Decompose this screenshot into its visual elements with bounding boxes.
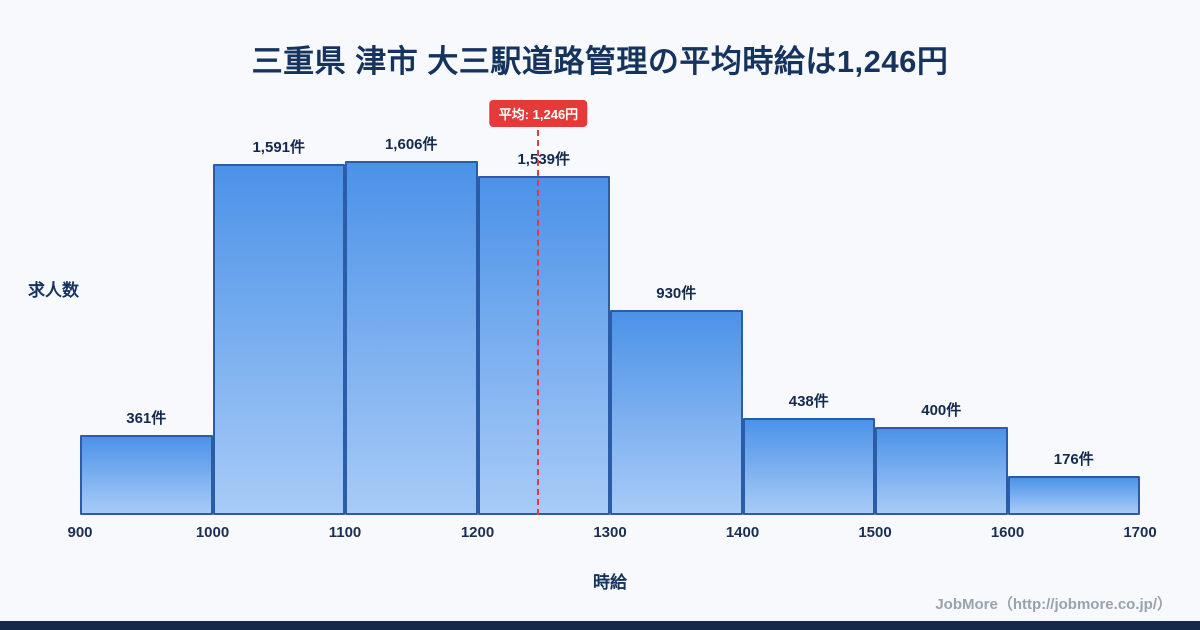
histogram-bar-slot: 176件 [1007, 130, 1140, 515]
bar-value-label: 438件 [788, 393, 829, 410]
histogram-bar [610, 310, 743, 515]
histogram-bar [875, 427, 1008, 515]
x-axis-ticks: 900 1000 1100 1200 1300 1400 1500 1600 1700 [67, 515, 1156, 545]
histogram-bar [477, 176, 610, 515]
x-tick-label: 1600 [990, 524, 1025, 541]
bar-value-label: 361件 [126, 410, 167, 427]
bar-value-label: 400件 [921, 402, 962, 419]
x-axis-label: 時給 [593, 573, 627, 592]
histogram-bar [80, 435, 213, 515]
chart-title: 三重県 津市 大三駅道路管理の平均時給は1,246円 [251, 44, 949, 79]
footer-credit: JobMore（http://jobmore.co.jp/） [935, 596, 1172, 613]
plot-area: 平均: 1,246円 900 1000 1100 1200 1300 1400 1500 16… [67, 100, 1157, 541]
x-tick-label: 1200 [460, 524, 495, 541]
histogram-bar-slot: 1,591件 [212, 130, 345, 515]
histogram-bar-slot: 438件 [742, 130, 875, 515]
histogram-bar-slot: 930件 [610, 130, 743, 515]
histogram-bar [345, 161, 478, 515]
x-tick-label: 1300 [593, 524, 627, 541]
y-axis-label: 求人数 [28, 281, 79, 300]
bar-value-label: 176件 [1053, 451, 1094, 468]
x-tick-label: 900 [67, 524, 93, 541]
histogram-bar-slot: 361件 [80, 130, 213, 515]
average-badge: 平均: 1,246円 [489, 100, 588, 127]
x-tick-label: 1100 [328, 524, 362, 541]
bar-value-label: 1,539件 [517, 151, 571, 168]
average-line [537, 130, 540, 515]
bar-value-label: 930件 [656, 285, 697, 302]
bar-value-label: 1,591件 [252, 139, 306, 156]
histogram-bar-slot: 400件 [875, 130, 1008, 515]
bar-value-label: 1,606件 [384, 136, 438, 153]
x-tick-label: 1500 [858, 524, 892, 541]
histogram-bar [1007, 476, 1140, 515]
histogram-bar [742, 418, 875, 515]
footer-accent-bar [0, 621, 1200, 630]
x-tick-label: 1700 [1123, 524, 1157, 541]
x-tick-label: 1400 [725, 524, 760, 541]
x-tick-label: 1000 [195, 524, 230, 541]
histogram-bar-slot: 1,539件 [477, 130, 610, 515]
histogram-bar [212, 164, 345, 515]
histogram-bar-slot: 1,606件 [345, 130, 478, 515]
